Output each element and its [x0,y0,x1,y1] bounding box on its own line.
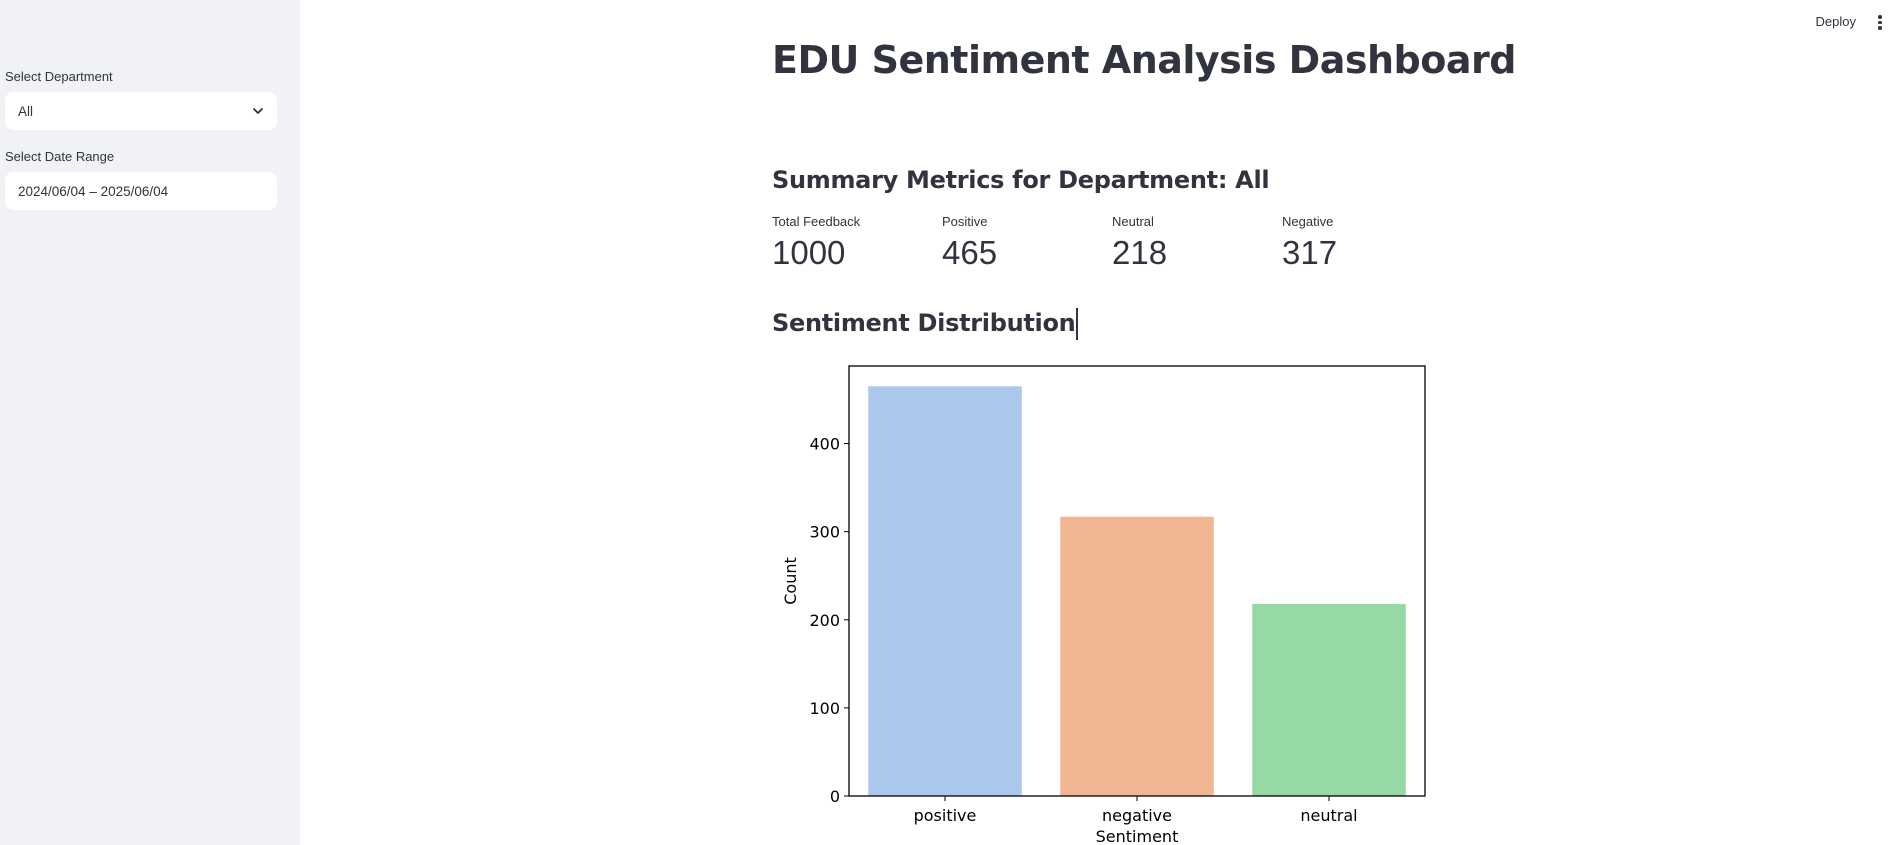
x-tick-label: negative [1102,806,1172,825]
page-title: EDU Sentiment Analysis Dashboard [772,38,1516,82]
y-tick-label: 300 [809,523,840,542]
y-tick-label: 100 [809,699,840,718]
y-axis-label: Count [781,557,800,605]
metric-value: 465 [942,234,998,271]
date-range-label: Select Date Range [5,149,115,164]
metric-label: Total Feedback [772,214,861,229]
metric-positive: Positive 465 [942,214,1102,272]
metric-total-feedback: Total Feedback 1000 [772,214,932,272]
main-content: Deploy EDU Sentiment Analysis Dashboard … [300,0,1902,845]
kebab-menu-icon[interactable] [1877,15,1883,31]
deploy-button[interactable]: Deploy [1815,14,1856,29]
plot-frame [848,365,1426,797]
sidebar: Select Department All Select Date Range … [0,0,300,845]
metric-value: 218 [1112,234,1168,271]
y-tick-label: 0 [830,787,840,806]
chevron-down-icon [253,108,263,114]
bar-neutral [1252,603,1406,796]
date-range-input[interactable]: 2024/06/04 – 2025/06/04 [5,172,277,210]
metric-label: Neutral [1112,214,1154,229]
metric-neutral: Neutral 218 [1112,214,1272,272]
sentiment-bar-chart: positive negative neutral 0 100 200 300 400 Sent… [772,352,1442,845]
department-label: Select Department [5,69,113,84]
x-axis-label: Sentiment [1096,827,1179,845]
distribution-heading: Sentiment Distribution [772,308,1078,340]
x-tick-label: neutral [1300,806,1357,825]
department-selected-value: All [18,103,34,119]
x-tick-label: positive [914,806,977,825]
metric-value: 317 [1282,234,1338,271]
y-tick-label: 400 [809,435,840,454]
bar-positive [868,386,1022,796]
date-range-value: 2024/06/04 – 2025/06/04 [18,183,169,199]
metric-label: Negative [1282,214,1334,229]
metric-label: Positive [942,214,988,229]
metric-value: 1000 [772,234,846,271]
chart-svg: positive negative neutral 0 100 200 300 400 Sent… [781,365,1426,845]
y-tick-label: 200 [809,611,840,630]
department-select[interactable]: All [5,92,277,130]
distribution-heading-text: Sentiment Distribution [772,309,1076,337]
metric-negative: Negative 317 [1282,214,1442,272]
text-cursor [1076,308,1078,340]
summary-heading: Summary Metrics for Department: All [772,166,1270,194]
bar-negative [1060,516,1214,796]
